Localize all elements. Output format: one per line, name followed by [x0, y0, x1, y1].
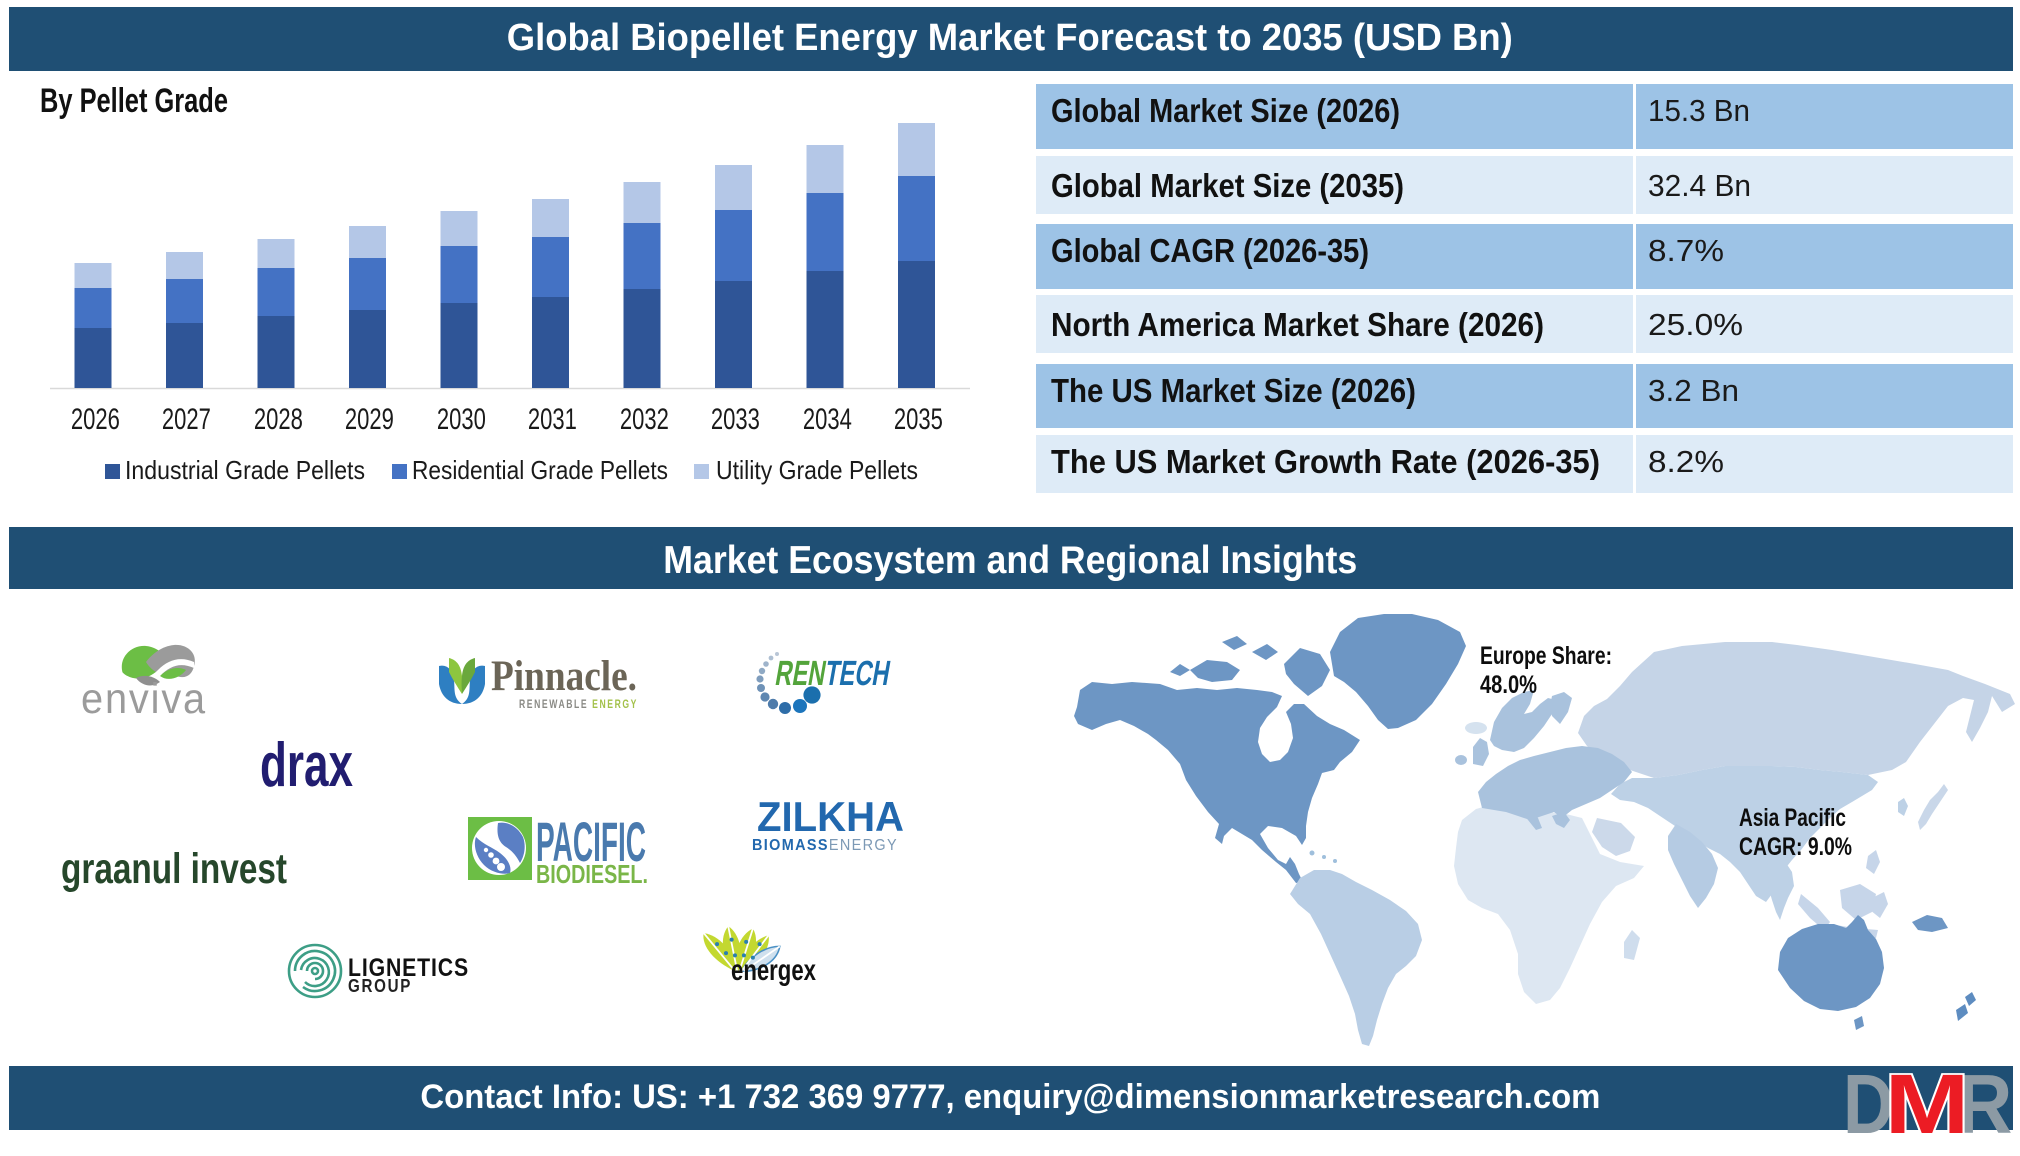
svg-text:R: R [1957, 1060, 2013, 1152]
svg-text:D: D [1843, 1060, 1894, 1151]
svg-text:M: M [1885, 1060, 1970, 1151]
